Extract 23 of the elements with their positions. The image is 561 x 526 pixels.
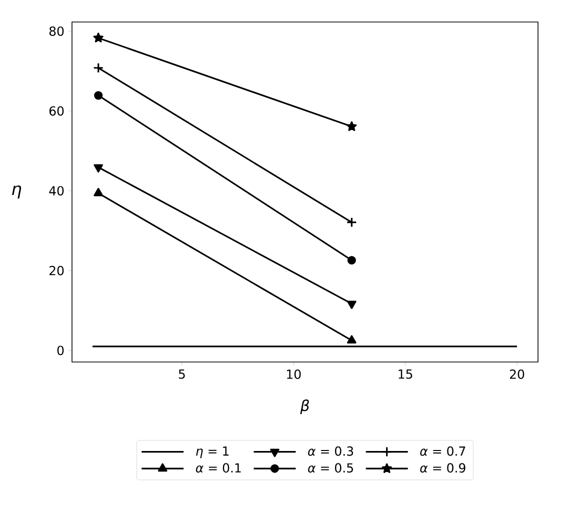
legend-label: η = 1 [196, 446, 229, 458]
x-tick-label: 15 [398, 370, 412, 379]
x-tick-label: 5 [178, 370, 185, 379]
legend-label: α = 0.5 [308, 463, 353, 473]
point [346, 217, 357, 228]
y-tick-label: 20 [49, 266, 64, 276]
legend-label: α = 0.7 [420, 446, 466, 456]
point [346, 121, 357, 131]
point [93, 62, 104, 74]
legend-label: α = 0.3 [308, 446, 354, 456]
point [94, 91, 103, 100]
point [347, 256, 356, 265]
y-tick-label: 80 [49, 26, 64, 36]
x-axis-title: β [300, 400, 309, 414]
y-tick-label: 60 [49, 106, 64, 116]
y-tick-label: 0 [57, 346, 64, 356]
y-tick-label: 40 [49, 186, 64, 196]
legend-label: α = 0.9 [420, 463, 466, 473]
x-tick-label: 10 [287, 370, 301, 379]
y-axis-title: η [12, 185, 22, 199]
point [93, 32, 104, 42]
x-tick-label: 20 [510, 370, 524, 379]
legend-label: α = 0.1 [196, 463, 241, 473]
